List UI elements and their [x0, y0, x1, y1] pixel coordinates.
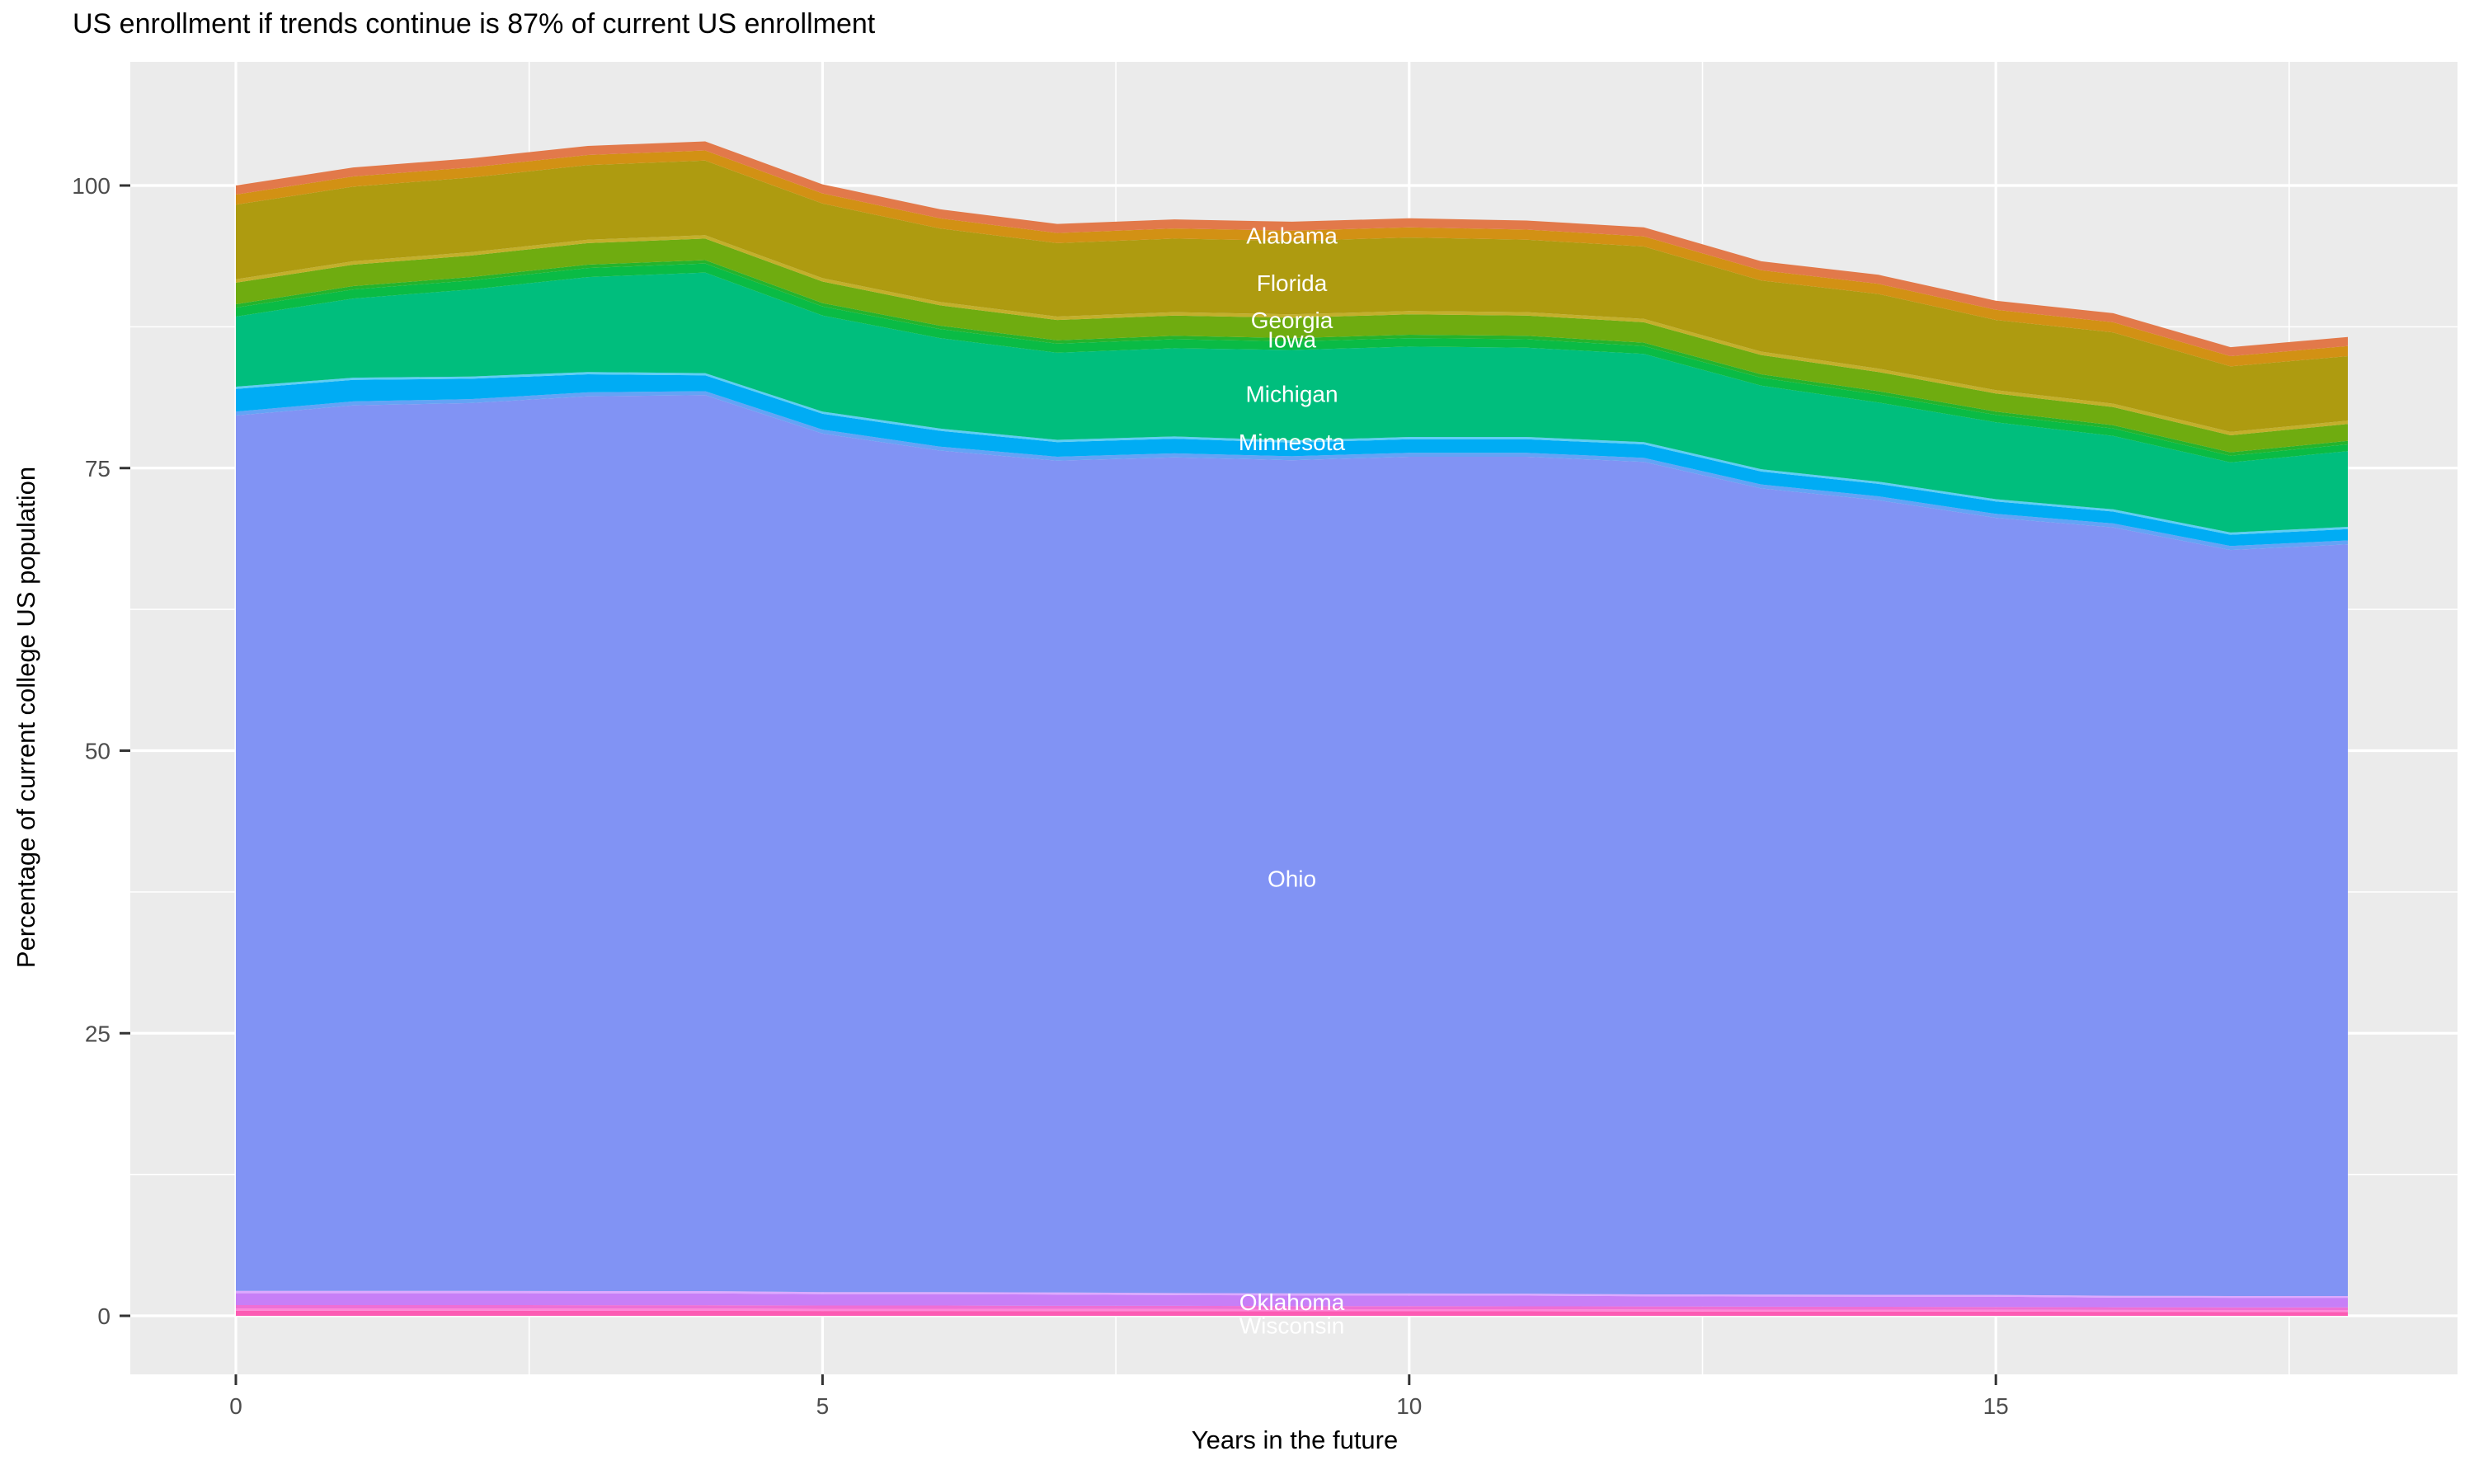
state-label-wisconsin: Wisconsin	[1239, 1313, 1345, 1339]
x-axis-title: Years in the future	[1192, 1425, 1398, 1454]
area-minnesota	[236, 374, 2348, 547]
area-other-pink-band	[236, 1305, 2348, 1310]
stacked-areas	[236, 141, 2348, 1316]
state-label-georgia: Georgia	[1251, 308, 1333, 333]
area-oklahoma	[236, 1293, 2348, 1308]
area-other-amber-band	[236, 150, 2348, 367]
area-florida	[236, 160, 2348, 432]
area-michigan	[236, 272, 2348, 533]
area-wisconsin	[236, 1310, 2348, 1316]
y-tick-label: 0	[97, 1303, 111, 1329]
area-alabama	[236, 141, 2348, 356]
x-tick-label: 10	[1396, 1393, 1422, 1419]
area-other-light-violet-band	[236, 1290, 2348, 1298]
state-label-oklahoma: Oklahoma	[1239, 1289, 1345, 1315]
state-label-alabama: Alabama	[1246, 223, 1338, 248]
state-label-iowa: Iowa	[1268, 326, 1317, 352]
x-tick-label: 5	[816, 1393, 830, 1419]
area-other-bright-green-band	[236, 260, 2348, 456]
y-tick-label: 25	[85, 1021, 111, 1046]
y-tick-label: 50	[85, 739, 111, 764]
y-tick-label: 100	[72, 173, 111, 199]
axis-tick-labels: 0 5 10 15 0 25 50 75 100	[72, 173, 2008, 1419]
area-ohio	[236, 395, 2348, 1296]
state-label-ohio: Ohio	[1268, 866, 1316, 891]
area-other-light-pink-band	[236, 1308, 2348, 1313]
y-tick-label: 75	[85, 456, 111, 481]
area-other-light-olive-band	[236, 235, 2348, 435]
axis-tick-marks	[120, 184, 1997, 1385]
chart-title: US enrollment if trends continue is 87% …	[73, 8, 876, 40]
x-tick-label: 0	[229, 1393, 242, 1419]
area-iowa	[236, 263, 2348, 463]
y-axis-title: Percentage of current college US populat…	[12, 467, 40, 968]
state-label-michigan: Michigan	[1245, 381, 1338, 406]
state-label-florida: Florida	[1257, 270, 1328, 296]
x-tick-label: 15	[1983, 1393, 2009, 1419]
state-label-minnesota: Minnesota	[1239, 430, 1346, 455]
area-georgia	[236, 238, 2348, 453]
